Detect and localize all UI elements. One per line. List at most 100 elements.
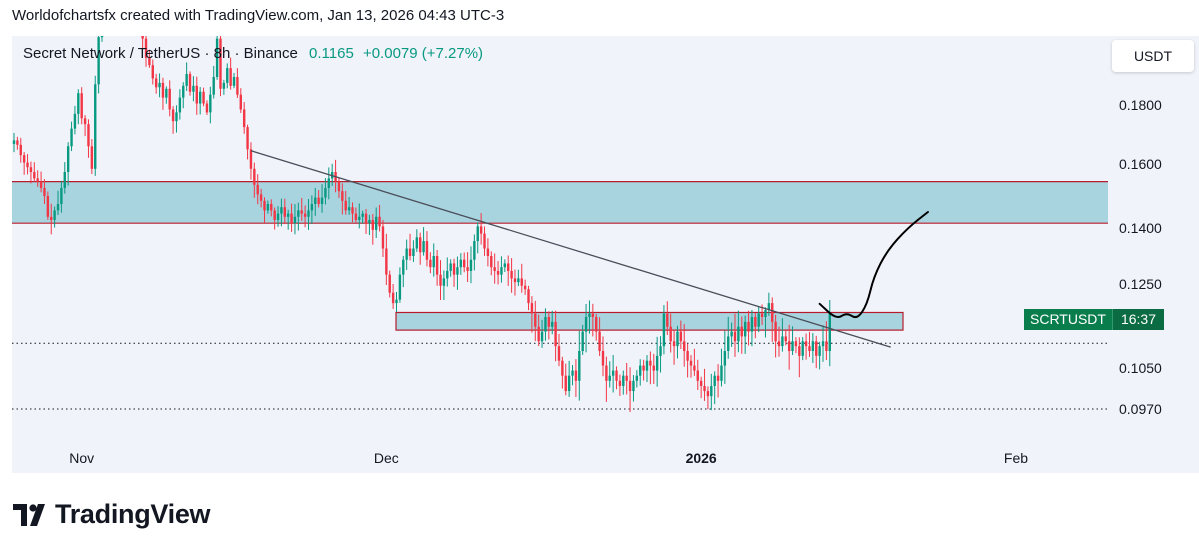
candle-body: [557, 346, 561, 361]
candle-body: [774, 321, 777, 342]
candle-up: [476, 222, 479, 254]
candle-down: [683, 324, 686, 367]
candle-down: [669, 313, 672, 353]
candle-body: [307, 210, 310, 217]
candle-down: [733, 313, 737, 357]
tradingview-logo-icon: [13, 503, 45, 526]
candle-down: [554, 310, 557, 362]
candle-body: [683, 341, 686, 351]
candle-body: [364, 213, 368, 224]
candle-body: [90, 146, 94, 169]
candle-up: [567, 360, 571, 397]
candle-body: [689, 360, 693, 366]
candle-body: [87, 124, 90, 147]
candle-down: [699, 376, 703, 399]
candle-body: [388, 274, 391, 293]
candle-body: [676, 331, 679, 347]
candle-up: [588, 300, 591, 334]
candle-down: [171, 106, 175, 134]
candle-up: [662, 305, 666, 355]
candle-up: [361, 210, 364, 224]
candle-up: [12, 132, 16, 153]
candle-down: [419, 232, 422, 265]
candle-up: [473, 234, 476, 271]
candle-down: [87, 119, 90, 158]
candle-body: [723, 351, 727, 366]
candle-up: [645, 355, 649, 383]
candle-up: [540, 319, 544, 348]
time-tick-label: 2026: [685, 450, 717, 466]
candle-up: [442, 270, 446, 301]
legend-symbol[interactable]: Secret Network / TetherUS · 8h · Binance: [23, 45, 298, 62]
candle-down: [246, 124, 249, 160]
candle-up: [801, 337, 804, 361]
candle-up: [178, 89, 182, 120]
candle-body: [178, 97, 182, 113]
candle-body: [158, 82, 161, 88]
candle-down: [229, 57, 232, 90]
candle-down: [26, 154, 29, 175]
price-tick-label: 0.1600: [1119, 156, 1162, 172]
candle-body: [198, 91, 202, 104]
candle-body: [171, 109, 175, 122]
currency-button[interactable]: USDT: [1112, 40, 1194, 72]
price-scale[interactable]: [1110, 36, 1199, 473]
candle-down: [615, 366, 618, 390]
candle-down: [283, 198, 286, 225]
candle-body: [598, 331, 601, 351]
candle-up: [730, 322, 733, 347]
candle-up: [70, 121, 73, 152]
candle-down: [300, 197, 303, 221]
price-chart[interactable]: [12, 36, 1110, 473]
candle-body: [452, 263, 456, 275]
candle-down: [36, 170, 39, 187]
candle-down: [219, 36, 222, 97]
candle-up: [310, 195, 314, 225]
tradingview-logo[interactable]: TradingView: [13, 499, 211, 530]
candle-body: [601, 351, 605, 366]
candle-body: [551, 321, 554, 327]
candle-up: [158, 73, 161, 98]
candle-body: [595, 317, 598, 332]
candle-body: [270, 204, 273, 211]
candle-body: [777, 341, 781, 347]
candle-body: [581, 331, 584, 351]
candle-body: [56, 204, 60, 211]
candle-up: [578, 330, 581, 401]
last-price-tag: SCRTUSDT 16:37: [1024, 309, 1165, 330]
candle-body: [608, 375, 611, 381]
candle-body: [16, 140, 19, 145]
candle-body: [253, 168, 256, 185]
candle-body: [425, 241, 429, 260]
candle-down: [625, 362, 628, 395]
candle-body: [374, 216, 378, 230]
candle-body: [73, 113, 77, 129]
candle-up: [720, 348, 723, 387]
candle-body: [242, 109, 246, 128]
candle-up: [405, 239, 408, 270]
candle-body: [754, 317, 757, 327]
candle-down: [672, 329, 676, 365]
candle-body: [655, 355, 659, 371]
candle-body: [314, 197, 317, 204]
candle-body: [622, 375, 625, 386]
candle-body: [686, 351, 689, 361]
candle-body: [747, 321, 750, 332]
candle-body: [249, 149, 253, 169]
candle-up: [212, 65, 215, 99]
candle-down: [666, 301, 669, 335]
chart-pane[interactable]: Secret Network / TetherUS · 8h · Binance…: [12, 36, 1110, 473]
candle-body: [801, 341, 804, 356]
candle-body: [439, 274, 442, 286]
candle-body: [571, 370, 574, 376]
candle-down: [270, 199, 273, 217]
candle-down: [425, 231, 429, 267]
candle-down: [341, 183, 344, 215]
candle-body: [236, 76, 239, 95]
candle-body: [469, 259, 473, 271]
candle-down: [561, 356, 564, 389]
candle-up: [293, 204, 297, 235]
bar-countdown: 16:37: [1111, 309, 1165, 330]
candle-body: [337, 181, 341, 192]
candle-body: [615, 370, 618, 381]
